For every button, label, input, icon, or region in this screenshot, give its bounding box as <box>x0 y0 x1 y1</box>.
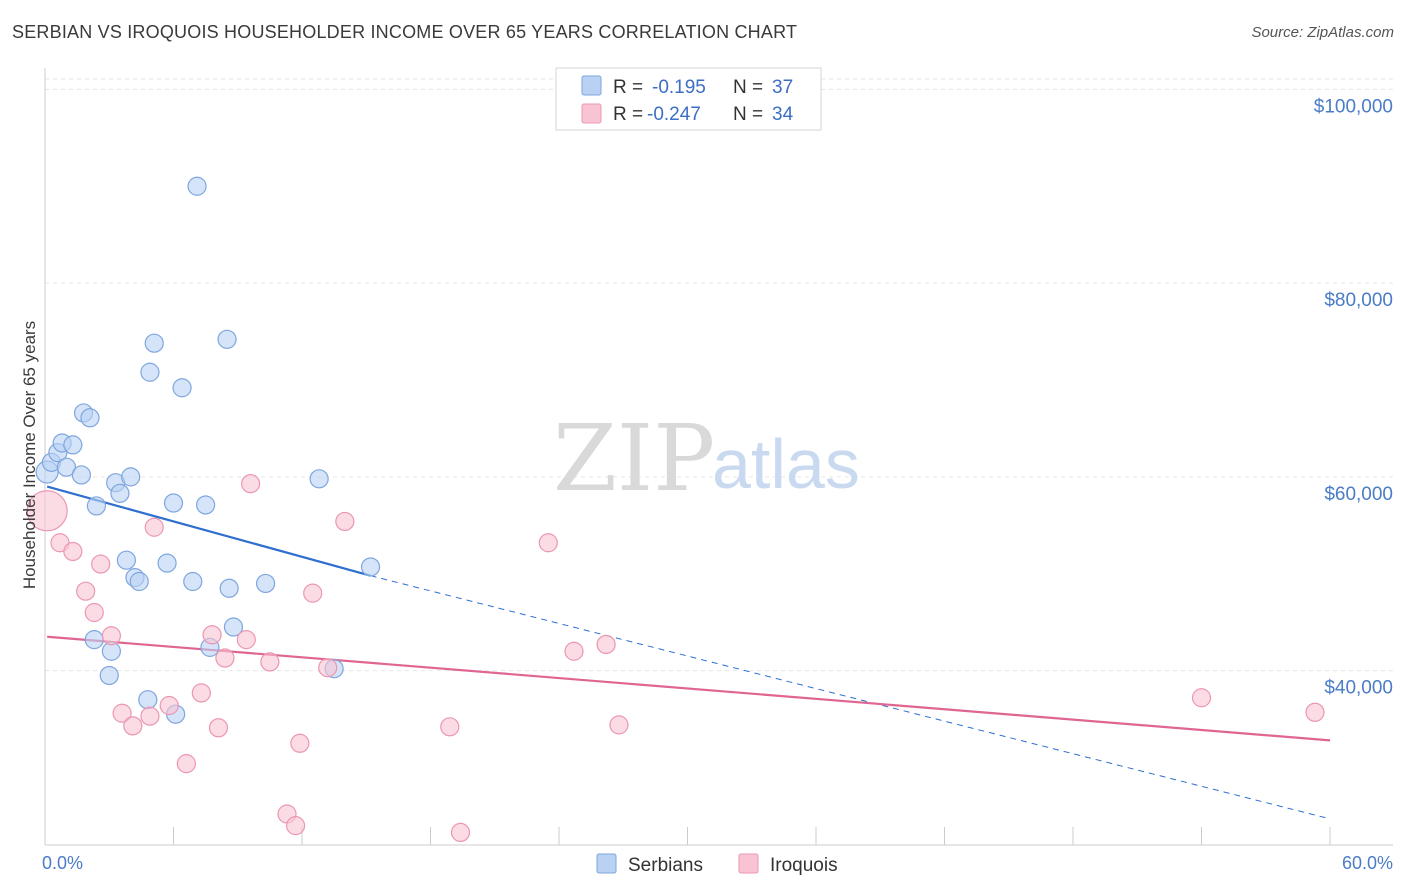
serbians-point-15 <box>129 571 149 592</box>
legend-n-label-iroquois: N = <box>733 104 763 125</box>
serbians-point-13 <box>121 467 141 487</box>
iroquois-point-33 <box>1305 702 1325 722</box>
serbians-point-11 <box>110 483 130 503</box>
iroquois-point-12 <box>176 754 196 774</box>
serbians-point-27 <box>219 578 239 598</box>
serbians-point-4 <box>56 457 77 477</box>
iroquois-point-27 <box>450 822 471 843</box>
serbians-point-29 <box>255 573 276 594</box>
trend-lines <box>46 485 1331 820</box>
iroquois-point-11 <box>159 695 179 716</box>
y-tick-label-2: $80,000 <box>1324 290 1393 311</box>
iroquois-point-28 <box>538 533 558 553</box>
iroquois-point-23 <box>303 583 323 603</box>
bottom-legend-serbians: Serbians <box>628 855 703 876</box>
serbians-trend-extension <box>370 575 1331 820</box>
iroquois-point-2 <box>63 541 83 562</box>
watermark-zip: ZIP <box>553 405 715 512</box>
iroquois-point-19 <box>260 652 280 672</box>
iroquois-point-16 <box>215 648 235 668</box>
iroquois-point-8 <box>123 716 143 736</box>
y-tick-label-0: $40,000 <box>1324 678 1393 699</box>
serbians-point-8 <box>80 408 100 428</box>
iroquois-point-4 <box>84 602 104 623</box>
serbians-point-12 <box>116 550 136 570</box>
y-tick-label-1: $60,000 <box>1324 484 1393 505</box>
serbians-point-5 <box>63 435 83 455</box>
series-legend: Serbians Iroquois <box>596 853 838 876</box>
iroquois-point-21 <box>285 816 306 836</box>
serbians-point-30 <box>309 469 329 489</box>
legend-r-label-serbians: R = <box>613 77 643 98</box>
y-axis-label: Householder Income Over 65 years <box>20 321 39 589</box>
iroquois-point-15 <box>208 718 229 738</box>
legend-swatch-iroquois <box>581 103 602 124</box>
bottom-legend-iroquois: Iroquois <box>770 855 838 876</box>
bottom-legend-swatch-iroquois <box>738 853 759 874</box>
x-tick-label-1: 60.0% <box>1342 853 1393 873</box>
legend-r-value-iroquois: -0.247 <box>647 104 701 125</box>
iroquois-point-3 <box>76 581 96 601</box>
iroquois-point-25 <box>335 511 355 532</box>
iroquois-point-17 <box>236 630 256 650</box>
iroquois-point-31 <box>609 715 629 735</box>
gridlines <box>45 78 1393 672</box>
serbians-point-21 <box>172 378 192 398</box>
x-tick-labels: 0.0% 60.0% <box>42 853 1393 873</box>
iroquois-point-22 <box>290 733 310 753</box>
iroquois-point-18 <box>241 474 261 494</box>
y-tick-label-3: $100,000 <box>1314 96 1393 117</box>
iroquois-point-30 <box>596 634 616 655</box>
legend-n-value-iroquois: 34 <box>772 104 794 125</box>
serbians-point-17 <box>144 333 164 353</box>
iroquois-point-10 <box>144 517 164 537</box>
serbians-point-26 <box>217 329 237 349</box>
y-tick-labels: $40,000 $60,000 $80,000 $100,000 <box>1314 96 1393 698</box>
serbians-point-22 <box>183 571 203 592</box>
serbians-point-32 <box>360 557 381 577</box>
serbians-point-34 <box>99 665 119 686</box>
iroquois-point-14 <box>202 625 222 645</box>
x-tick-label-0: 0.0% <box>42 853 83 873</box>
serbians-point-36 <box>138 690 158 710</box>
legend-swatch-serbians <box>581 75 602 96</box>
legend-n-label-serbians: N = <box>733 77 763 98</box>
source-credit: Source: ZipAtlas.com <box>1251 24 1394 41</box>
iroquois-point-13 <box>191 683 211 703</box>
iroquois-trend-line <box>47 635 1331 742</box>
serbians-point-33 <box>84 630 104 650</box>
iroquois-point-6 <box>101 626 121 646</box>
data-points <box>26 176 1325 843</box>
serbians-point-6 <box>71 465 92 485</box>
iroquois-point-24 <box>318 658 338 678</box>
serbians-point-18 <box>157 553 177 573</box>
serbians-point-16 <box>140 362 160 382</box>
iroquois-point-7 <box>112 703 132 723</box>
iroquois-point-0 <box>26 490 68 532</box>
serbians-point-20 <box>163 493 184 513</box>
iroquois-point-5 <box>91 554 111 574</box>
iroquois-point-9 <box>140 706 160 726</box>
iroquois-point-26 <box>440 717 460 737</box>
serbians-point-28 <box>223 617 244 637</box>
legend-r-label-iroquois: R = <box>613 104 643 125</box>
watermark-atlas: atlas <box>712 425 860 503</box>
bottom-legend-swatch-serbians <box>596 853 617 874</box>
serbians-point-9 <box>86 496 107 516</box>
watermark: ZIP atlas <box>553 405 860 512</box>
iroquois-point-29 <box>564 641 584 661</box>
correlation-legend: R = -0.195 N = 37 R = -0.247 N = 34 <box>555 67 822 131</box>
serbians-point-24 <box>196 495 216 515</box>
chart-title: SERBIAN VS IROQUOIS HOUSEHOLDER INCOME O… <box>12 22 798 42</box>
iroquois-point-32 <box>1191 688 1212 708</box>
legend-r-value-serbians: -0.195 <box>652 77 706 98</box>
serbians-point-23 <box>187 176 207 196</box>
legend-n-value-serbians: 37 <box>772 77 793 98</box>
